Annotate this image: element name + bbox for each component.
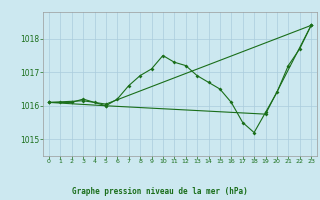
Text: Graphe pression niveau de la mer (hPa): Graphe pression niveau de la mer (hPa) xyxy=(72,187,248,196)
